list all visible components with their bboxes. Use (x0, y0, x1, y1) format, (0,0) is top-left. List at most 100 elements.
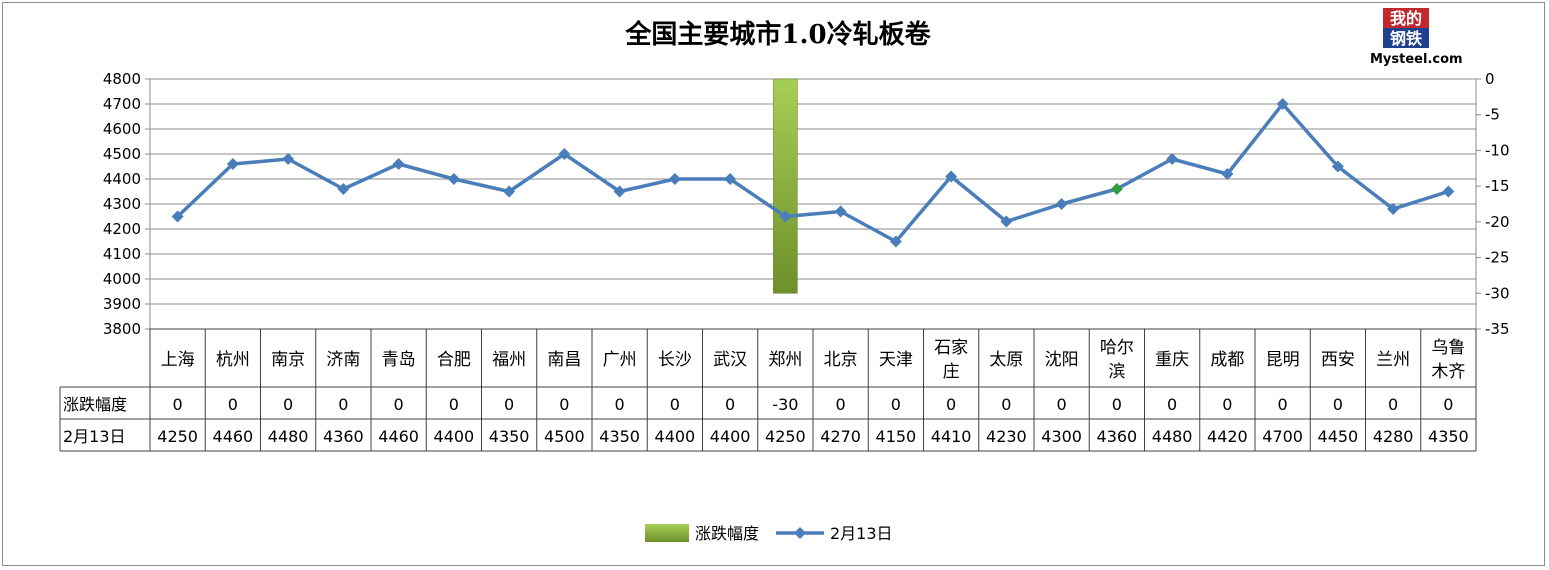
point-2 (282, 153, 295, 165)
point-5 (447, 173, 460, 185)
left-tick-label: 4300 (103, 195, 141, 213)
category-label: 天津 (879, 350, 913, 370)
category-label: 青岛 (382, 350, 416, 370)
point-3 (337, 183, 350, 195)
table-cell: 0 (1222, 395, 1232, 414)
table-cell: 0 (1278, 395, 1288, 414)
category-label: 郑州 (768, 350, 802, 370)
table-cell: 4400 (710, 427, 751, 446)
right-tick-label: -25 (1485, 249, 1510, 267)
category-label: 沈阳 (1045, 350, 1079, 370)
table-cell: 0 (449, 395, 459, 414)
axes: 3800 3900 4000 4100 4200 4300 4400 4500 4600 4700… (103, 70, 1510, 338)
chart-svg: 全国主要城市1.0冷轧板卷 我的 钢铁 Mysteel.com 3800 3900… (59, 8, 1510, 543)
series-line (176, 102, 1449, 244)
point-14 (945, 170, 958, 183)
table-cell: 4360 (1097, 427, 1138, 446)
category-label: 太原 (989, 350, 1023, 370)
point-16 (1055, 198, 1068, 210)
right-tick-label: -10 (1485, 141, 1510, 159)
point-22 (1387, 203, 1400, 215)
category-label: 南京 (271, 350, 305, 370)
table-cell: 0 (725, 395, 735, 414)
left-tick-label: 4800 (103, 70, 141, 88)
table-cell: 4230 (986, 427, 1027, 446)
point-23 (1442, 185, 1455, 198)
line-series (171, 98, 1455, 248)
chart-title: 全国主要城市1.0冷轧板卷 (624, 19, 931, 50)
right-tick-label: -5 (1485, 106, 1500, 124)
point-6 (503, 185, 516, 198)
logo-top-box (1383, 8, 1429, 28)
left-tick-label: 4500 (103, 145, 141, 163)
table-cell: 4480 (1152, 427, 1193, 446)
legend-line-label: 2月13日 (830, 524, 893, 543)
point-20 (1276, 98, 1289, 110)
point-4 (392, 158, 405, 170)
right-tick-label: -30 (1485, 284, 1510, 302)
logo-bottom-box (1383, 28, 1429, 48)
category-label: 南昌 (547, 350, 581, 370)
point-7 (558, 148, 571, 160)
bar-series (773, 78, 798, 294)
left-tick-label: 4400 (103, 170, 141, 188)
point-18 (1166, 153, 1179, 165)
row-header: 涨跌幅度 (63, 395, 127, 414)
table-cell: 0 (836, 395, 846, 414)
table-cell: 0 (1057, 395, 1067, 414)
table-cell: 0 (228, 395, 238, 414)
table-cell: 4250 (765, 427, 806, 446)
left-tick-label: 4700 (103, 95, 141, 113)
category-label: 昆明 (1266, 350, 1300, 370)
table-cell: 0 (1167, 395, 1177, 414)
table-cell: 4270 (820, 427, 861, 446)
legend-bar-label: 涨跌幅度 (695, 524, 759, 543)
left-tick-label: 4100 (103, 245, 141, 263)
table-cell: 4350 (489, 427, 530, 446)
point-11 (779, 210, 792, 223)
table-cell: 0 (559, 395, 569, 414)
logo-bottom-text: 钢铁 (1390, 29, 1422, 48)
table-cell: 0 (1112, 395, 1122, 414)
table-cell: 0 (1333, 395, 1343, 414)
left-tick-label: 4000 (103, 270, 141, 288)
table-cell: 0 (1443, 395, 1453, 414)
point-0 (171, 210, 184, 223)
data-table: 上海 杭州 南京 济南 青岛 合肥 福州 南昌 广州 长沙 武汉 郑州 北京 天津 石家庄 太原 沈阳 哈尔滨 重庆… (59, 328, 1477, 452)
point-15 (1000, 215, 1013, 228)
left-tick-label: 4600 (103, 120, 141, 138)
table-cell: 4150 (876, 427, 917, 446)
point-1 (226, 158, 239, 170)
table-cell: 0 (946, 395, 956, 414)
category-label-line1: 石家 (934, 338, 968, 358)
category-label: 广州 (603, 350, 637, 370)
table-cell: 0 (1001, 395, 1011, 414)
legend-bar-key (645, 524, 689, 542)
table-cell: 0 (1388, 395, 1398, 414)
table-cell: 4360 (323, 427, 364, 446)
category-label-line1: 乌鲁 (1431, 338, 1465, 358)
logo-top-text: 我的 (1390, 9, 1422, 28)
category-label-line2: 滨 (1108, 362, 1125, 382)
table-cell: 0 (891, 395, 901, 414)
table-cell: -30 (772, 395, 798, 414)
table-cell: 0 (173, 395, 183, 414)
grid-lines (150, 78, 1476, 330)
category-label-line1: 哈尔 (1100, 338, 1134, 358)
table-cell: 0 (394, 395, 404, 414)
table-cell: 0 (504, 395, 514, 414)
point-21 (1331, 160, 1344, 173)
table-cell: 4350 (599, 427, 640, 446)
table-cell: 4410 (931, 427, 972, 446)
category-label: 北京 (824, 350, 858, 370)
table-cell: 4500 (544, 427, 585, 446)
bar-11 (773, 78, 798, 294)
table-cell: 4350 (1428, 427, 1469, 446)
table-cell: 0 (615, 395, 625, 414)
legend-line-marker (794, 527, 806, 539)
legend: 涨跌幅度 2月13日 (645, 524, 893, 543)
right-tick-label: -15 (1485, 177, 1510, 195)
category-label: 福州 (492, 350, 526, 370)
category-label: 长沙 (658, 350, 692, 370)
